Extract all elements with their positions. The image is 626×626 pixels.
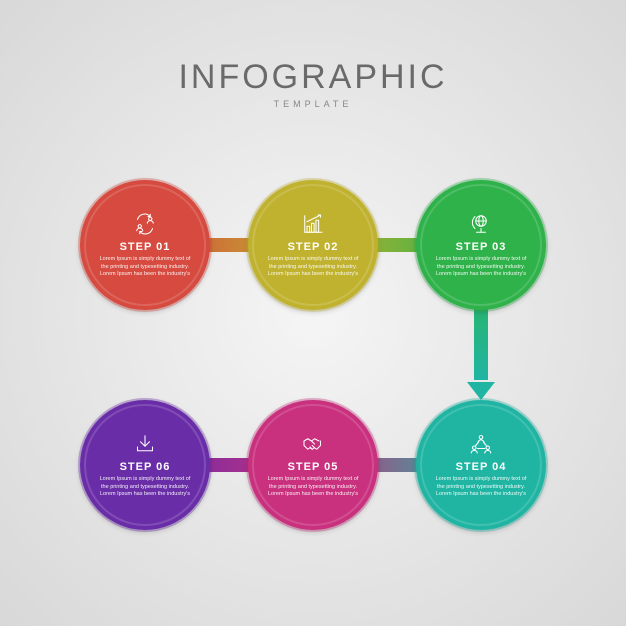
people-network-icon [469, 431, 493, 457]
sync-people-icon [133, 211, 157, 237]
chart-up-icon [301, 211, 325, 237]
download-icon [133, 431, 157, 457]
globe-stand-icon [469, 211, 493, 237]
infographic-stage: STEP 01 Lorem Ipsum is simply dummy text… [0, 0, 626, 626]
step-body: Lorem Ipsum is simply dummy text of the … [264, 476, 362, 498]
step-body: Lorem Ipsum is simply dummy text of the … [432, 476, 530, 498]
step-label: STEP 04 [456, 461, 507, 473]
step-circle-3: STEP 03 Lorem Ipsum is simply dummy text… [416, 180, 546, 310]
step-circle-6: STEP 06 Lorem Ipsum is simply dummy text… [80, 400, 210, 530]
step-body: Lorem Ipsum is simply dummy text of the … [432, 256, 530, 278]
handshake-icon [301, 431, 325, 457]
step-circle-4: STEP 04 Lorem Ipsum is simply dummy text… [416, 400, 546, 530]
step-label: STEP 02 [288, 241, 339, 253]
step-body: Lorem Ipsum is simply dummy text of the … [96, 476, 194, 498]
step-label: STEP 06 [120, 461, 171, 473]
step-label: STEP 03 [456, 241, 507, 253]
step-circle-2: STEP 02 Lorem Ipsum is simply dummy text… [248, 180, 378, 310]
step-circle-5: STEP 05 Lorem Ipsum is simply dummy text… [248, 400, 378, 530]
step-label: STEP 01 [120, 241, 171, 253]
step-body: Lorem Ipsum is simply dummy text of the … [96, 256, 194, 278]
step-circle-1: STEP 01 Lorem Ipsum is simply dummy text… [80, 180, 210, 310]
step-label: STEP 05 [288, 461, 339, 473]
step-body: Lorem Ipsum is simply dummy text of the … [264, 256, 362, 278]
